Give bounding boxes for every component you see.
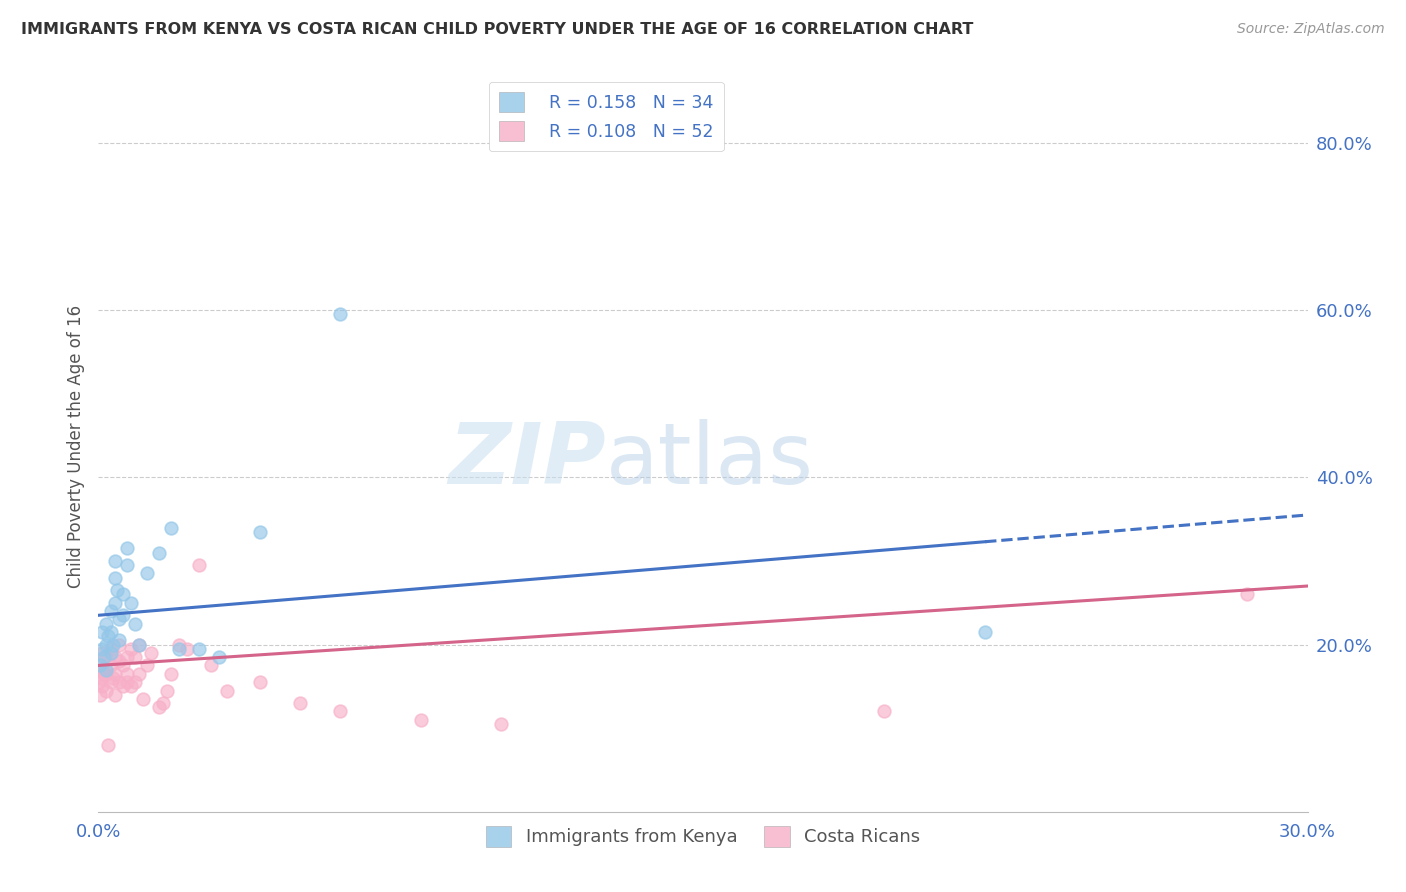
Point <box>105 583 128 598</box>
Point <box>156 683 179 698</box>
Point <box>124 675 146 690</box>
Text: Source: ZipAtlas.com: Source: ZipAtlas.com <box>1237 22 1385 37</box>
Point <box>132 691 155 706</box>
Point <box>101 671 124 685</box>
Point <box>91 663 114 677</box>
Point <box>974 625 997 640</box>
Point <box>111 608 134 623</box>
Point <box>128 638 150 652</box>
Point <box>200 658 222 673</box>
Point <box>139 646 162 660</box>
Point <box>249 524 271 539</box>
Point <box>100 641 122 656</box>
Point <box>135 566 157 581</box>
Point <box>120 679 142 693</box>
Point <box>208 650 231 665</box>
Point <box>107 633 129 648</box>
Point <box>103 571 125 585</box>
Point <box>107 654 129 668</box>
Point <box>97 738 120 752</box>
Point <box>100 625 122 640</box>
Text: IMMIGRANTS FROM KENYA VS COSTA RICAN CHILD POVERTY UNDER THE AGE OF 16 CORRELATI: IMMIGRANTS FROM KENYA VS COSTA RICAN CHI… <box>21 22 973 37</box>
Point <box>115 558 138 573</box>
Point <box>100 675 122 690</box>
Point <box>120 641 142 656</box>
Point <box>1236 587 1258 601</box>
Point <box>288 696 311 710</box>
Point <box>89 675 111 690</box>
Point <box>160 666 183 681</box>
Point <box>96 638 118 652</box>
Point <box>188 558 211 573</box>
Point <box>152 696 174 710</box>
Point <box>491 717 513 731</box>
Text: atlas: atlas <box>606 419 814 502</box>
Point <box>148 700 170 714</box>
Point <box>409 713 432 727</box>
Point <box>148 545 170 559</box>
Point <box>873 705 896 719</box>
Point <box>128 666 150 681</box>
Point <box>167 638 190 652</box>
Point <box>93 650 115 665</box>
Point <box>167 641 190 656</box>
Point <box>103 688 125 702</box>
Point <box>90 671 112 685</box>
Legend: Immigrants from Kenya, Costa Ricans: Immigrants from Kenya, Costa Ricans <box>478 819 928 854</box>
Point <box>89 688 111 702</box>
Point <box>111 658 134 673</box>
Point <box>89 658 111 673</box>
Point <box>90 658 112 673</box>
Point <box>97 629 120 643</box>
Point <box>96 683 118 698</box>
Point <box>128 638 150 652</box>
Point <box>217 683 239 698</box>
Point <box>115 666 138 681</box>
Point <box>111 679 134 693</box>
Point <box>249 675 271 690</box>
Y-axis label: Child Poverty Under the Age of 16: Child Poverty Under the Age of 16 <box>66 304 84 588</box>
Point <box>91 641 114 656</box>
Point <box>96 650 118 665</box>
Point <box>103 554 125 568</box>
Point <box>115 541 138 556</box>
Point <box>96 666 118 681</box>
Point <box>91 679 114 693</box>
Point <box>124 650 146 665</box>
Point <box>103 666 125 681</box>
Point <box>91 646 114 660</box>
Point <box>96 663 118 677</box>
Point <box>103 650 125 665</box>
Text: ZIP: ZIP <box>449 419 606 502</box>
Point <box>93 666 115 681</box>
Point <box>120 596 142 610</box>
Point <box>107 638 129 652</box>
Point <box>91 625 114 640</box>
Point <box>100 604 122 618</box>
Point <box>115 650 138 665</box>
Point <box>103 596 125 610</box>
Point <box>96 616 118 631</box>
Point <box>111 587 134 601</box>
Point <box>115 675 138 690</box>
Point <box>160 520 183 534</box>
Point <box>188 641 211 656</box>
Point <box>329 307 352 321</box>
Point <box>124 616 146 631</box>
Point <box>135 658 157 673</box>
Point <box>329 705 352 719</box>
Point <box>176 641 198 656</box>
Point <box>101 638 124 652</box>
Point <box>107 612 129 626</box>
Point <box>100 658 122 673</box>
Point <box>107 675 129 690</box>
Point <box>100 646 122 660</box>
